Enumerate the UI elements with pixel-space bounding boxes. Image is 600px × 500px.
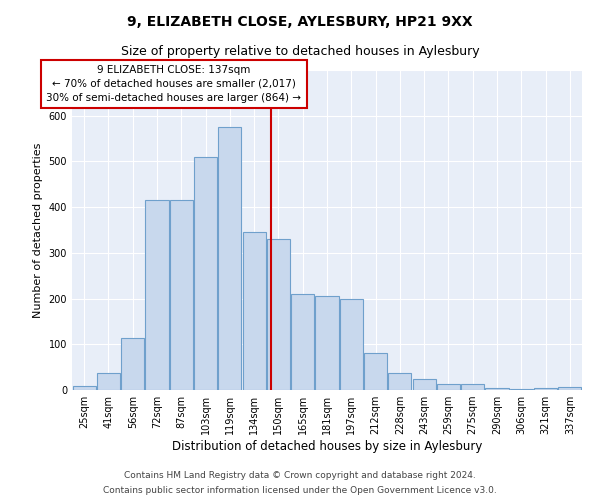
X-axis label: Distribution of detached houses by size in Aylesbury: Distribution of detached houses by size … (172, 440, 482, 453)
Bar (510, 389, 533, 390)
Bar (461, 384, 484, 390)
Bar (340, 298, 363, 390)
Bar (364, 354, 387, 390)
Bar (194, 157, 217, 390)
Text: 9, ELIZABETH CLOSE, AYLESBURY, HP21 9XX: 9, ELIZABETH CLOSE, AYLESBURY, HP21 9XX (127, 15, 473, 29)
Bar (170, 200, 193, 390)
Text: Size of property relative to detached houses in Aylesbury: Size of property relative to detached ho… (121, 45, 479, 58)
Bar (73, 386, 95, 390)
Y-axis label: Number of detached properties: Number of detached properties (33, 142, 43, 318)
Bar (145, 200, 169, 390)
Bar (413, 378, 436, 390)
Bar (437, 384, 460, 390)
Bar (485, 388, 509, 390)
Bar (242, 232, 266, 390)
Text: 9 ELIZABETH CLOSE: 137sqm
← 70% of detached houses are smaller (2,017)
30% of se: 9 ELIZABETH CLOSE: 137sqm ← 70% of detac… (47, 64, 302, 102)
Text: Contains public sector information licensed under the Open Government Licence v3: Contains public sector information licen… (103, 486, 497, 495)
Bar (267, 239, 290, 390)
Bar (291, 294, 314, 390)
Bar (534, 388, 557, 390)
Text: Contains HM Land Registry data © Crown copyright and database right 2024.: Contains HM Land Registry data © Crown c… (124, 471, 476, 480)
Bar (121, 338, 144, 390)
Bar (97, 372, 120, 390)
Bar (218, 127, 241, 390)
Bar (388, 373, 412, 390)
Bar (316, 296, 338, 390)
Bar (559, 387, 581, 390)
